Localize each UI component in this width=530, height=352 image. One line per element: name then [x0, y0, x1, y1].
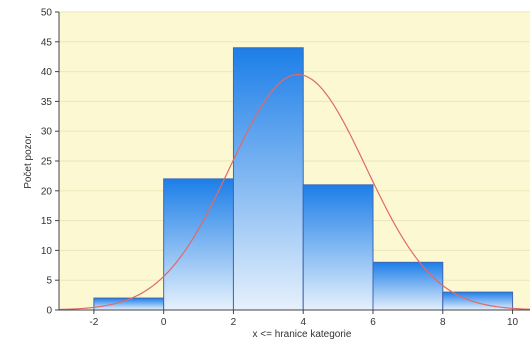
y-tick-label: 20: [41, 186, 53, 197]
normal-fit-curve: [59, 73, 530, 311]
x-tick-label: 4: [300, 317, 306, 328]
x-tick-label: 8: [440, 317, 446, 328]
x-tick-label: -2: [89, 317, 98, 328]
histogram-bar: [372, 261, 444, 311]
y-tick-label: 40: [41, 67, 53, 78]
x-axis-title: x <= hranice kategorie: [253, 329, 352, 340]
y-tick-label: 5: [46, 276, 52, 287]
y-tick-label: 15: [41, 216, 53, 227]
x-tick-label: 10: [507, 317, 519, 328]
x-tick-label: 2: [231, 317, 237, 328]
x-tick-label: 6: [370, 317, 376, 328]
y-axis-title: Počet pozor.: [23, 133, 34, 189]
y-tick-label: 35: [41, 97, 53, 108]
tick-labels: 0 5 10 15 20 25 30 35 40 45 50 -2 0 2 4 6 8 10: [41, 8, 519, 329]
histogram-bars: [93, 47, 514, 311]
y-tick-label: 30: [41, 127, 53, 138]
y-tick-label: 25: [41, 157, 53, 168]
histogram-bar: [163, 178, 234, 311]
histogram-bar: [232, 47, 304, 311]
normal-curve: [59, 73, 530, 311]
y-tick-label: 10: [41, 246, 53, 257]
y-tick-label: 45: [41, 37, 53, 48]
y-tick-label: 50: [41, 8, 53, 19]
histogram-bar: [302, 184, 374, 311]
y-tick-label: 0: [46, 306, 52, 317]
x-tick-label: 0: [161, 317, 167, 328]
